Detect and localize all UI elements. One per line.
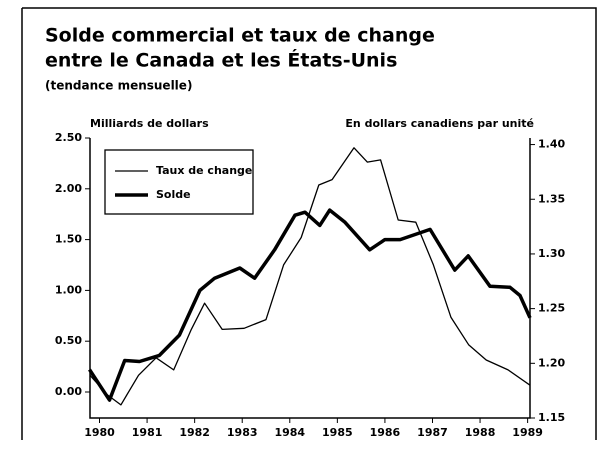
y-tick-label: 0.00 bbox=[55, 385, 82, 398]
x-tick-label: 1980 bbox=[84, 426, 115, 439]
y2-tick-label: 1.15 bbox=[538, 411, 565, 424]
x-tick-label: 1983 bbox=[227, 426, 258, 439]
x-tick-label: 1985 bbox=[322, 426, 353, 439]
frame bbox=[21, 7, 597, 440]
legend-label: Solde bbox=[156, 188, 191, 201]
x-tick-label: 1987 bbox=[417, 426, 448, 439]
y-tick-label: 0.50 bbox=[55, 334, 82, 347]
y2-tick-label: 1.40 bbox=[538, 138, 565, 151]
series-line bbox=[89, 147, 531, 406]
axes bbox=[89, 138, 531, 419]
x-tick-label: 1989 bbox=[512, 426, 543, 439]
y-tick-label: 2.00 bbox=[55, 182, 82, 195]
x-tick-label: 1988 bbox=[465, 426, 496, 439]
legend-label: Taux de change bbox=[156, 164, 252, 177]
y2-tick-label: 1.30 bbox=[538, 247, 565, 260]
y-tick-label: 1.00 bbox=[55, 283, 82, 296]
y2-tick-label: 1.25 bbox=[538, 302, 565, 315]
y2-axis-label: En dollars canadiens par unité bbox=[345, 117, 534, 130]
chart-title: entre le Canada et les États-Unis bbox=[45, 49, 397, 72]
y2-tick-label: 1.20 bbox=[538, 356, 565, 369]
chart-title: Solde commercial et taux de change bbox=[45, 25, 435, 47]
x-tick-label: 1986 bbox=[370, 426, 401, 439]
y-axis-label: Milliards de dollars bbox=[90, 117, 209, 130]
x-tick-label: 1981 bbox=[132, 426, 163, 439]
y2-tick-label: 1.35 bbox=[538, 192, 565, 205]
x-tick-label: 1984 bbox=[274, 426, 305, 439]
series-line bbox=[88, 208, 532, 402]
legend-box bbox=[104, 149, 254, 215]
y-tick-label: 1.50 bbox=[55, 233, 82, 246]
x-tick-label: 1982 bbox=[179, 426, 210, 439]
y-tick-label: 2.50 bbox=[55, 131, 82, 144]
chart-subtitle: (tendance mensuelle) bbox=[45, 79, 192, 93]
